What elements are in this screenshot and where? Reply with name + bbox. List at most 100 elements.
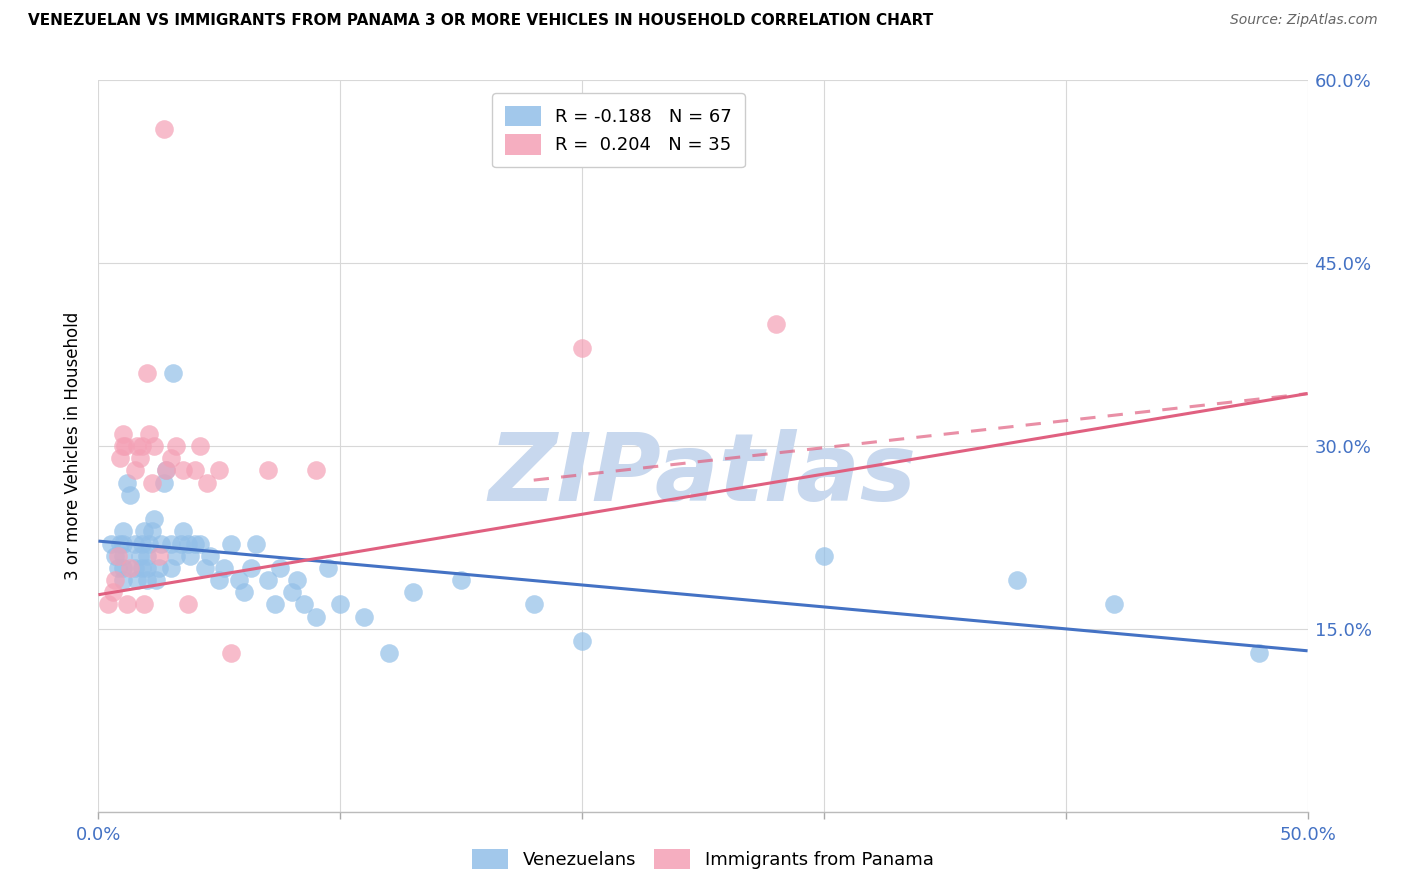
Point: [221, 646, 243, 660]
Legend: R = -0.188   N = 67, R =  0.204   N = 35: R = -0.188 N = 67, R = 0.204 N = 35: [492, 93, 745, 167]
Point: [195, 475, 218, 490]
Point: [150, 536, 173, 550]
Text: ZIPatlas: ZIPatlas: [489, 429, 917, 521]
Point: [165, 439, 187, 453]
Point: [131, 439, 153, 453]
Point: [221, 536, 243, 550]
Point: [101, 585, 124, 599]
Point: [124, 463, 146, 477]
Point: [1249, 646, 1271, 660]
Point: [118, 488, 141, 502]
Point: [148, 549, 170, 563]
Point: [117, 475, 139, 490]
Point: [148, 561, 170, 575]
Point: [212, 561, 235, 575]
Point: [177, 536, 200, 550]
Point: [571, 634, 593, 648]
Point: [285, 573, 308, 587]
Point: [305, 463, 328, 477]
Point: [172, 463, 194, 477]
Point: [188, 439, 211, 453]
Point: [316, 561, 339, 575]
Point: [269, 561, 291, 575]
Point: [127, 439, 149, 453]
Point: [107, 561, 129, 575]
Point: [108, 536, 131, 550]
Point: [138, 536, 160, 550]
Point: [523, 598, 546, 612]
Point: [104, 573, 127, 587]
Point: [111, 524, 134, 539]
Point: [256, 463, 278, 477]
Point: [124, 536, 146, 550]
Point: [111, 536, 134, 550]
Point: [179, 549, 201, 563]
Point: [111, 426, 134, 441]
Point: [160, 561, 183, 575]
Point: [198, 549, 221, 563]
Point: [155, 463, 177, 477]
Point: [162, 366, 184, 380]
Point: [100, 536, 122, 550]
Legend: Venezuelans, Immigrants from Panama: Venezuelans, Immigrants from Panama: [463, 839, 943, 879]
Point: [292, 598, 315, 612]
Point: [813, 549, 835, 563]
Point: [353, 609, 375, 624]
Text: Source: ZipAtlas.com: Source: ZipAtlas.com: [1230, 13, 1378, 28]
Point: [208, 573, 231, 587]
Point: [111, 439, 134, 453]
Point: [571, 342, 593, 356]
Point: [264, 598, 287, 612]
Point: [165, 549, 187, 563]
Point: [135, 366, 157, 380]
Point: [143, 439, 166, 453]
Point: [232, 585, 254, 599]
Point: [1102, 598, 1125, 612]
Point: [145, 573, 167, 587]
Point: [152, 122, 174, 136]
Point: [143, 512, 166, 526]
Point: [281, 585, 304, 599]
Point: [245, 536, 267, 550]
Point: [160, 536, 183, 550]
Text: VENEZUELAN VS IMMIGRANTS FROM PANAMA 3 OR MORE VEHICLES IN HOUSEHOLD CORRELATION: VENEZUELAN VS IMMIGRANTS FROM PANAMA 3 O…: [28, 13, 934, 29]
Point: [135, 573, 157, 587]
Point: [124, 561, 146, 575]
Point: [127, 573, 149, 587]
Point: [765, 317, 787, 331]
Point: [450, 573, 472, 587]
Point: [128, 451, 150, 466]
Point: [131, 561, 153, 575]
Point: [134, 598, 156, 612]
Point: [305, 609, 328, 624]
Point: [402, 585, 425, 599]
Point: [256, 573, 278, 587]
Point: [184, 463, 207, 477]
Point: [128, 549, 150, 563]
Point: [177, 598, 200, 612]
Point: [107, 549, 129, 563]
Point: [160, 451, 183, 466]
Point: [117, 598, 139, 612]
Point: [111, 549, 134, 563]
Point: [135, 561, 157, 575]
Point: [377, 646, 399, 660]
Point: [172, 524, 194, 539]
Point: [131, 536, 153, 550]
Point: [111, 573, 134, 587]
Point: [141, 524, 163, 539]
Point: [108, 451, 131, 466]
Point: [155, 463, 177, 477]
Point: [138, 426, 160, 441]
Point: [118, 561, 141, 575]
Point: [208, 463, 231, 477]
Point: [114, 439, 136, 453]
Point: [135, 549, 157, 563]
Point: [184, 536, 207, 550]
Point: [169, 536, 191, 550]
Point: [228, 573, 250, 587]
Point: [329, 598, 352, 612]
Point: [104, 549, 127, 563]
Point: [141, 475, 163, 490]
Point: [111, 561, 134, 575]
